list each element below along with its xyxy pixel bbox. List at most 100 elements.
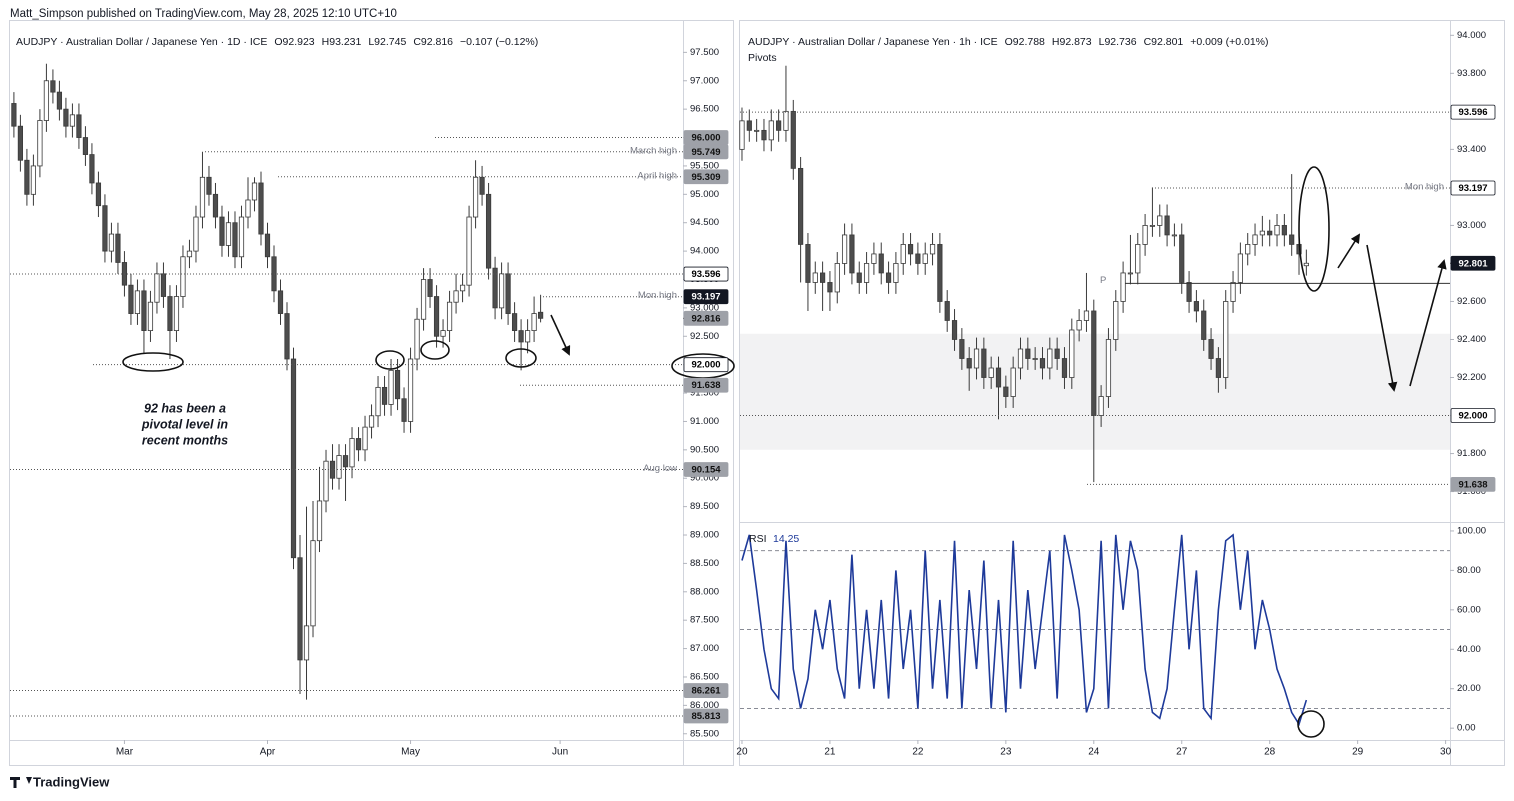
candle-body [238, 216, 245, 258]
y-tick-label: 94.000 [1457, 30, 1486, 41]
candle-body [245, 199, 251, 218]
candle-body [988, 367, 994, 378]
candle-body [472, 176, 479, 218]
candle-body [944, 301, 950, 321]
y-tick-label: 80.00 [1457, 565, 1481, 576]
candle-body [907, 244, 914, 255]
candle-body [1208, 339, 1214, 359]
candle-body [827, 282, 833, 293]
candle-body [841, 234, 848, 264]
y-tick-label: 93.000 [1457, 220, 1486, 231]
y-tick-label: 89.000 [690, 530, 719, 541]
x-tick-label: 20 [736, 747, 748, 758]
candle-body [271, 256, 277, 292]
level-box [1450, 180, 1496, 196]
indicator-name: Pivots [748, 52, 777, 64]
level-box [683, 462, 729, 477]
candle-body [43, 80, 50, 121]
candle-body [199, 176, 206, 218]
symbol-header: AUDJPY · Australian Dollar / Japanese Ye… [16, 36, 267, 48]
candle-body [277, 290, 284, 314]
candle-body [959, 339, 965, 359]
x-tick-label: Jun [552, 747, 568, 758]
ohlc-label: L92.745 [368, 36, 406, 48]
candle-body [981, 348, 987, 378]
candle-body [37, 120, 43, 167]
y-tick-label: 85.500 [690, 728, 719, 739]
published-note: Matt_Simpson published on TradingView.co… [10, 8, 397, 20]
candle-body [394, 369, 401, 400]
candle-body [900, 244, 906, 264]
candle-body [1054, 348, 1060, 359]
candle-body [485, 193, 492, 269]
candle-body [63, 108, 69, 127]
candle-body [1083, 310, 1090, 321]
candle-body [518, 330, 524, 343]
candle-body [1025, 348, 1031, 359]
candle-body [1047, 348, 1053, 369]
candle-body [453, 290, 459, 303]
candle-body [1303, 262, 1309, 267]
candle-body [1017, 348, 1024, 369]
candle-body [1142, 225, 1148, 245]
y-tick-label: 95.500 [690, 160, 719, 171]
candle-body [937, 244, 943, 302]
brand: TradingView [33, 774, 110, 789]
candle-body [446, 301, 453, 331]
candle-body [50, 80, 56, 93]
candle-body [212, 193, 219, 218]
ohlc-label: O92.923 [274, 36, 314, 48]
candle-body [1215, 358, 1221, 378]
y-tick-label: 92.400 [1457, 334, 1486, 345]
candle-body [768, 120, 774, 141]
level-label: 93.596 [1458, 107, 1487, 118]
candle-body [511, 313, 518, 331]
candle-body [459, 284, 466, 292]
level-label: 95.309 [691, 172, 720, 183]
y-tick-label: 90.000 [690, 473, 719, 484]
candle-body [401, 398, 407, 422]
candle-body [420, 279, 427, 320]
candle-body [30, 165, 37, 195]
symbol-header: AUDJPY · Australian Dollar / Japanese Ye… [748, 36, 998, 48]
candle-body [820, 272, 826, 283]
candle-body [336, 455, 342, 479]
candle-body [761, 129, 767, 141]
y-tick-label: 97.000 [690, 75, 719, 86]
candle-body [310, 540, 316, 627]
level-label: 93.596 [691, 269, 720, 280]
candle-body [754, 129, 760, 132]
candle-body [290, 358, 297, 559]
ohlc-label: O92.788 [1005, 36, 1045, 48]
candle-body [790, 110, 796, 169]
level-box [1450, 408, 1496, 423]
level-note: April high [637, 170, 677, 181]
candle-body [342, 455, 349, 468]
level-label: 93.197 [1458, 183, 1487, 194]
frames [9, 20, 1505, 766]
candle-body [303, 625, 310, 661]
candle-body [524, 330, 531, 343]
x-tick-label: 30 [1440, 747, 1452, 758]
level-note: Mon high [1405, 181, 1444, 192]
candle-body [479, 176, 485, 195]
candle-body [1186, 282, 1192, 302]
level-label: 92.801 [1458, 258, 1488, 269]
candle-body [1135, 244, 1141, 274]
level-note: Mon high [638, 290, 677, 301]
indicator-title: RSI [749, 533, 767, 545]
candle-body [1076, 320, 1082, 331]
candle-body [362, 426, 368, 451]
y-tick-label: 93.400 [1457, 144, 1486, 155]
candle-body [746, 120, 752, 131]
level-label: 95.749 [691, 147, 720, 158]
candle-body [1179, 234, 1185, 283]
y-tick-label: 91.500 [690, 388, 719, 399]
candle-body [232, 222, 238, 258]
candle-body [492, 267, 498, 309]
candle-body [368, 415, 375, 428]
pivot-label: P [1100, 275, 1106, 286]
ohlc-label: H92.873 [1052, 36, 1092, 48]
